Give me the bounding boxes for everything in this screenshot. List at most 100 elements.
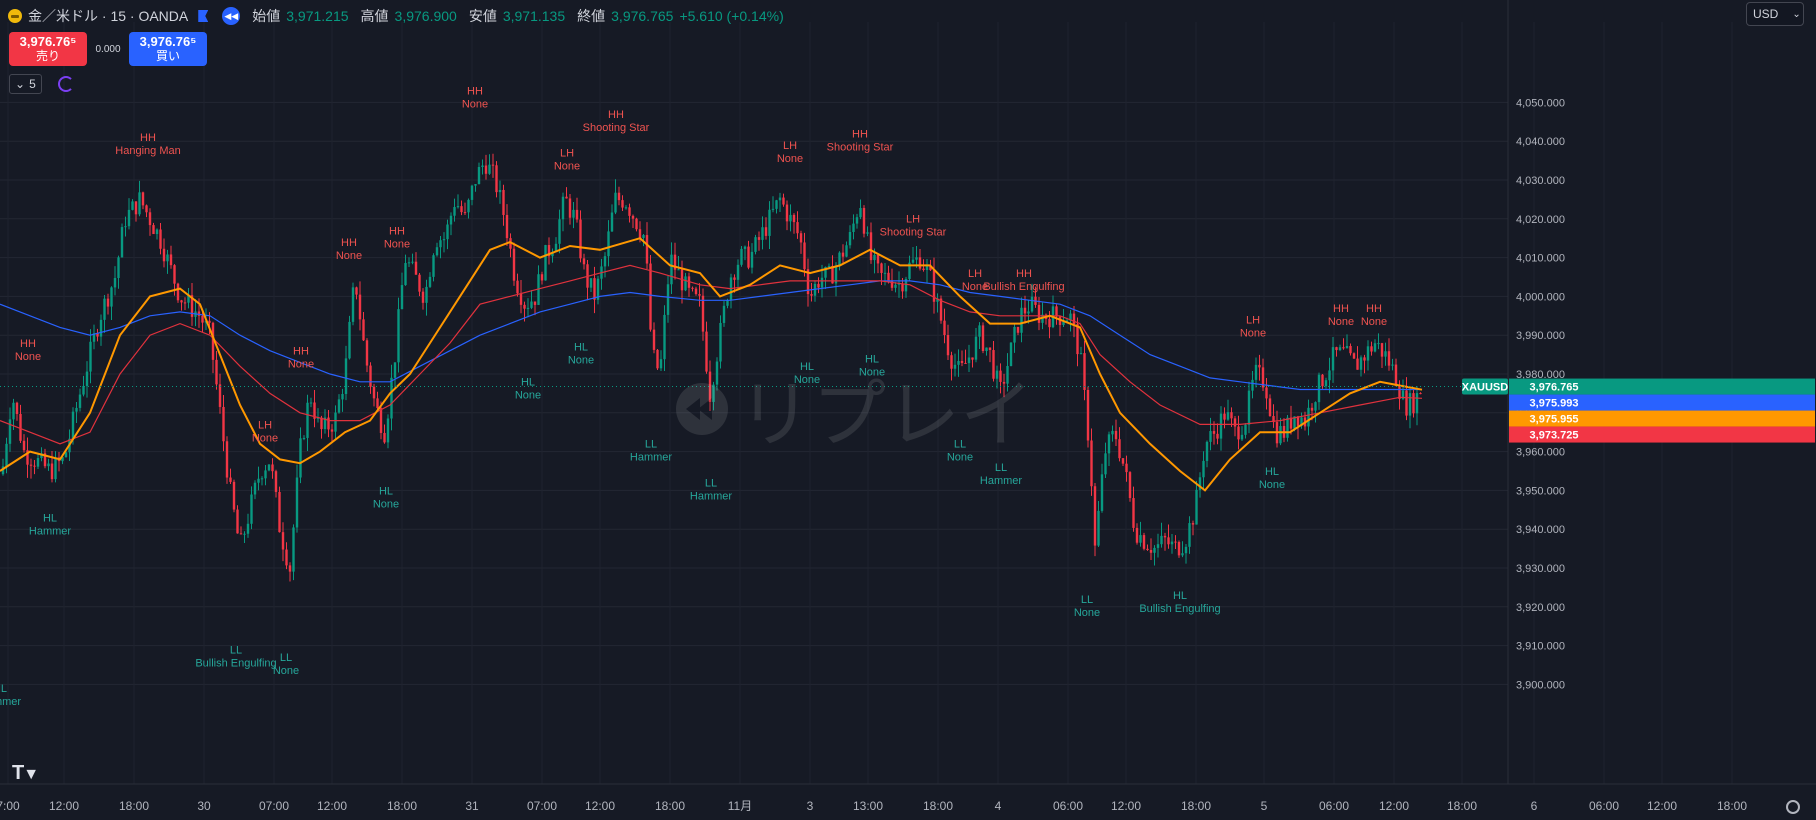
candle-body <box>960 360 964 363</box>
flag-icon[interactable] <box>198 10 209 22</box>
candle-body <box>120 227 124 258</box>
candle-body <box>15 402 19 414</box>
candle-body <box>1177 542 1181 556</box>
candle-body <box>1128 472 1132 499</box>
candle-body <box>1055 306 1058 317</box>
loading-icon <box>57 76 74 92</box>
buy-label: 買い <box>155 49 180 63</box>
trade-panel: 3,976.76⁵ 売り 0.000 3,976.76⁵ 買い <box>9 32 207 66</box>
candle-body <box>397 309 400 363</box>
annotation-label: HL <box>574 342 588 354</box>
candle-body <box>379 408 383 433</box>
candle-body <box>995 370 999 379</box>
candle-body <box>176 283 180 301</box>
candle-body <box>974 336 978 360</box>
candle-body <box>635 218 638 230</box>
annotation-pattern: None <box>554 161 580 173</box>
candle-body <box>309 402 313 404</box>
y-tick-label: 3,920.000 <box>1516 602 1565 614</box>
candle-body <box>666 284 670 315</box>
candle-body <box>211 322 215 360</box>
candle-body <box>614 192 617 213</box>
annotation-pattern: None <box>515 390 541 402</box>
candle-body <box>407 262 411 264</box>
candle-body <box>1058 316 1062 325</box>
candle-body <box>579 219 582 259</box>
candle-body <box>1114 430 1118 440</box>
candle-body <box>131 201 134 210</box>
candle-body <box>516 280 519 294</box>
y-tick-label: 4,030.000 <box>1516 175 1565 187</box>
candle-body <box>1380 343 1384 357</box>
candle-body <box>1296 416 1300 426</box>
candle-body <box>1212 431 1216 434</box>
annotation-label: HL <box>1265 466 1279 478</box>
gear-icon[interactable] <box>1786 800 1800 814</box>
candle-body <box>148 212 152 226</box>
candle-body <box>1062 321 1065 325</box>
candle-body <box>824 266 827 278</box>
candle-body <box>908 262 911 279</box>
candle-body <box>915 257 918 260</box>
annotation-pattern: None <box>1240 328 1266 340</box>
candle-body <box>1335 347 1338 351</box>
annotation-label: HH <box>293 346 309 358</box>
indicators-toggle[interactable]: ⌄ 5 <box>9 74 42 94</box>
y-tick-label: 3,960.000 <box>1516 447 1565 459</box>
candle-body <box>495 165 498 193</box>
currency-select[interactable]: USD ⌄ <box>1746 2 1804 26</box>
candle-body <box>278 491 281 533</box>
buy-button[interactable]: 3,976.76⁵ 買い <box>129 32 207 66</box>
candle-body <box>981 325 985 352</box>
candle-body <box>439 240 442 248</box>
candle-body <box>1079 353 1083 355</box>
candle-body <box>267 464 271 471</box>
candle-body <box>446 224 449 240</box>
symbol-title[interactable]: 金／米ドル · 15 · OANDA <box>28 8 189 24</box>
candle-body <box>404 262 407 286</box>
candle-body <box>43 453 47 467</box>
candle-body <box>817 283 820 288</box>
candle-body <box>1310 407 1314 411</box>
candle-body <box>691 287 694 289</box>
tradingview-logo-icon[interactable]: T▼ <box>12 762 39 784</box>
x-tick-label: 18:00 <box>387 799 417 813</box>
indicator-bar: ⌄ 5 <box>9 74 74 94</box>
sell-button[interactable]: 3,976.76⁵ 売り <box>9 32 87 66</box>
x-tick-label: 3 <box>807 799 814 813</box>
candle-body <box>554 243 558 252</box>
sell-price: 3,976.76⁵ <box>19 34 77 49</box>
low-label: 安値 <box>468 8 497 24</box>
candle-body <box>568 198 572 218</box>
candle-body <box>502 189 505 215</box>
annotation-pattern: Bullish Engulfing <box>1139 603 1220 615</box>
candle-body <box>512 248 516 281</box>
grid-lines <box>0 22 1733 784</box>
candle-body <box>1401 390 1405 399</box>
candle-body <box>1230 412 1233 419</box>
x-tick-label: 6 <box>1531 799 1538 813</box>
candle-body <box>295 477 299 528</box>
y-tick-label: 3,950.000 <box>1516 485 1565 497</box>
x-tick-label: 31 <box>465 799 479 813</box>
candle-body <box>1209 431 1212 442</box>
y-tick-label: 3,900.000 <box>1516 679 1565 691</box>
candle-body <box>190 295 194 317</box>
candle-body <box>988 347 992 351</box>
candle-body <box>1352 353 1356 359</box>
candle-body <box>421 291 425 303</box>
candle-body <box>341 393 344 400</box>
candle-body <box>1156 544 1160 548</box>
candle-body <box>484 165 488 174</box>
annotation-label: LL <box>1081 594 1093 606</box>
candle-body <box>474 184 477 186</box>
candle-body <box>827 265 831 267</box>
candle-body <box>726 300 729 306</box>
candle-body <box>1090 440 1093 487</box>
open-value: 3,971.215 <box>286 8 349 24</box>
candle-body <box>894 284 897 288</box>
y-tick-label: 3,910.000 <box>1516 641 1565 653</box>
replay-icon[interactable]: ◀◀ <box>222 7 241 25</box>
candle-body <box>628 207 631 216</box>
